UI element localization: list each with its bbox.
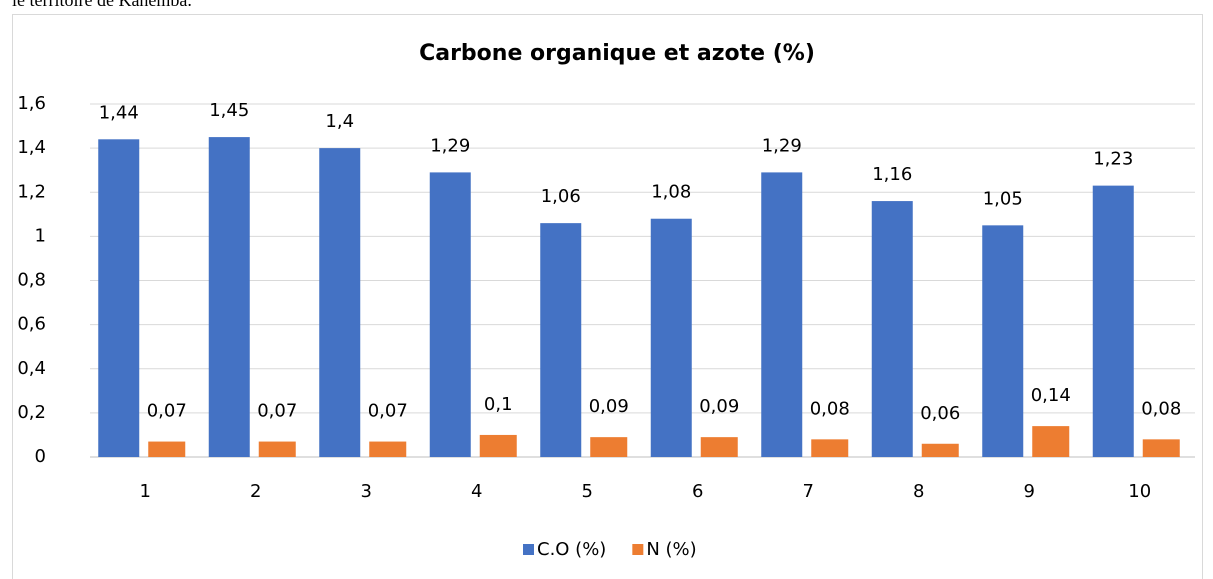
- chart-title: Carbone organique et azote (%): [419, 41, 815, 66]
- y-tick-label: 1,4: [17, 137, 46, 158]
- x-tick-label: 8: [913, 481, 924, 502]
- value-label: 1,06: [541, 186, 581, 207]
- value-label: 1,45: [209, 100, 249, 121]
- value-label: 0,09: [589, 396, 629, 417]
- x-tick-label: 6: [692, 481, 703, 502]
- bar: [258, 441, 296, 457]
- bar: [1032, 426, 1070, 457]
- x-tick-label: 5: [582, 481, 593, 502]
- bar: [761, 172, 803, 458]
- y-tick-label: 0,4: [17, 358, 46, 379]
- value-label: 0,08: [1141, 398, 1181, 419]
- value-label: 1,08: [651, 182, 691, 203]
- value-label: 0,07: [147, 401, 187, 422]
- value-label: 0,14: [1031, 385, 1071, 406]
- value-label: 1,05: [983, 188, 1023, 209]
- y-tick-label: 0,6: [17, 314, 46, 335]
- value-label: 0,07: [257, 401, 297, 422]
- value-label: 0,1: [484, 394, 513, 415]
- value-label: 0,08: [810, 398, 850, 419]
- y-tick-label: 1,6: [17, 93, 46, 114]
- x-tick-label: 2: [250, 481, 261, 502]
- x-tick-label: 1: [140, 481, 151, 502]
- x-tick-label: 7: [803, 481, 814, 502]
- value-label: 0,06: [920, 403, 960, 424]
- bar: [98, 139, 140, 458]
- bar: [590, 437, 628, 457]
- bar: [369, 441, 407, 457]
- value-label: 1,23: [1093, 149, 1133, 170]
- legend-swatch: [632, 544, 644, 555]
- y-tick-label: 0: [35, 446, 46, 467]
- bar: [479, 434, 517, 457]
- bar: [540, 223, 582, 457]
- legend-label: C.O (%): [537, 539, 606, 560]
- bar: [700, 437, 738, 457]
- bar: [148, 441, 186, 457]
- x-tick-label: 4: [471, 481, 482, 502]
- value-label: 1,44: [99, 102, 139, 123]
- chart-frame: [12, 14, 1203, 579]
- bar: [921, 443, 959, 457]
- bar: [982, 225, 1024, 457]
- y-tick-label: 0,8: [17, 270, 46, 291]
- legend-label: N (%): [646, 539, 696, 560]
- bar: [429, 172, 471, 458]
- x-tick-label: 9: [1024, 481, 1035, 502]
- value-label: 0,09: [699, 396, 739, 417]
- bar: [1142, 439, 1180, 457]
- bar: [811, 439, 849, 457]
- bar: [1092, 185, 1134, 457]
- bar: [208, 137, 250, 457]
- value-label: 1,29: [430, 135, 470, 156]
- x-tick-label: 10: [1128, 481, 1151, 502]
- bar: [319, 148, 361, 457]
- bar: [650, 218, 692, 457]
- y-tick-label: 0,2: [17, 402, 46, 423]
- y-tick-label: 1,2: [17, 181, 46, 202]
- x-tick-label: 3: [361, 481, 372, 502]
- caption: le territoire de Kahemba.: [12, 0, 192, 10]
- legend-swatch: [523, 544, 534, 555]
- y-tick-label: 1: [35, 225, 46, 246]
- value-label: 1,29: [762, 135, 802, 156]
- value-label: 1,16: [872, 164, 912, 185]
- value-label: 0,07: [368, 401, 408, 422]
- bar: [871, 201, 913, 457]
- value-label: 1,4: [325, 111, 354, 132]
